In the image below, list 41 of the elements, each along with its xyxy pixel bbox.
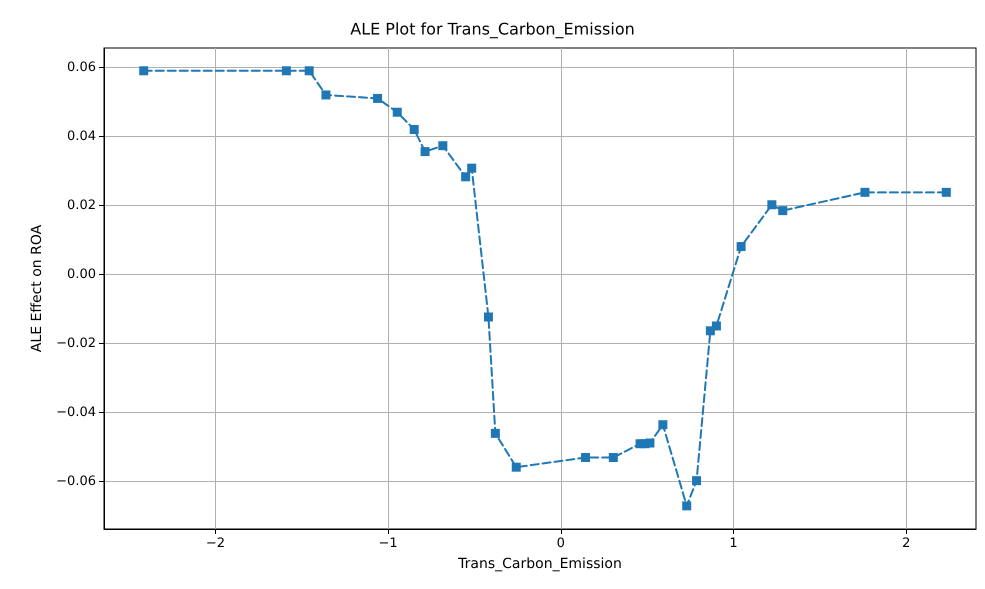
x-axis-title: Trans_Carbon_Emission [457,556,622,572]
point [645,438,654,448]
point [392,108,402,117]
y-tick-label: −0.06 [56,474,96,490]
point [860,188,870,197]
point [410,124,419,134]
point [608,453,618,462]
y-tick-label: 0.04 [67,128,96,144]
point [321,90,330,100]
x-tick-label: 1 [729,536,738,551]
point [512,462,521,472]
point [767,200,776,210]
x-tick-label: 0 [556,536,565,551]
point [484,312,493,322]
y-axis-title: ALE Effect on ROA [29,224,45,352]
x-tick-label: −1 [378,536,398,551]
point [139,66,148,76]
point [581,453,590,462]
point [490,428,500,438]
point [373,94,382,103]
y-tick-label: 0.06 [67,60,96,75]
point [778,206,788,216]
point [682,501,692,510]
y-tick-label: −0.04 [56,405,96,420]
point [304,66,314,76]
point [467,164,476,173]
point [736,242,746,252]
x-tick-label: −2 [206,536,225,551]
point [282,66,291,76]
point [438,141,448,150]
point [712,321,721,330]
y-tick-label: −0.02 [56,336,96,352]
point [461,172,470,182]
chart-title: ALE Plot for Trans_Carbon_Emission [350,20,635,38]
y-tick-label: 0.02 [67,198,96,213]
point [420,147,430,156]
x-tick-label: 2 [902,536,910,551]
point [692,476,702,486]
y-tick-label: 0.00 [67,267,96,282]
point [658,420,668,430]
point [942,188,951,197]
